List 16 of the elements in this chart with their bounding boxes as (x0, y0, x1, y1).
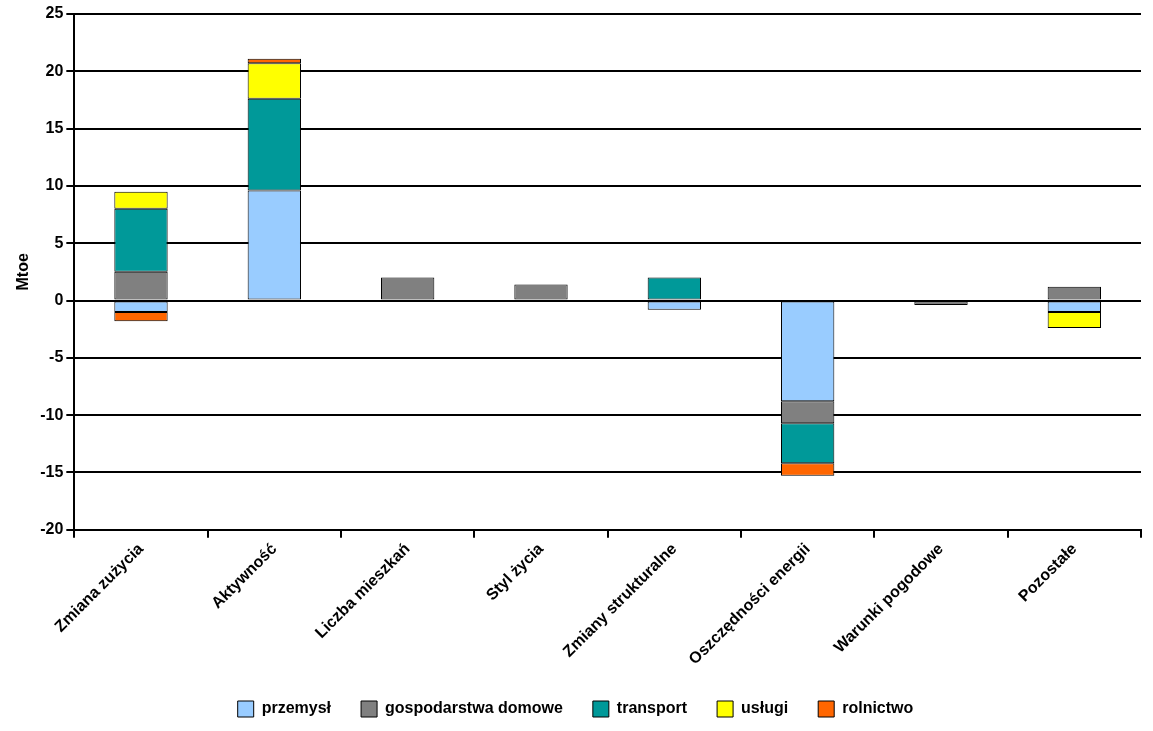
legend-label: rolnictwo (842, 699, 914, 717)
y-tick-label: -5 (49, 348, 64, 366)
y-tick-label: -20 (40, 520, 64, 538)
y-tick-label: 10 (45, 176, 64, 194)
y-tick-label: 15 (45, 119, 64, 137)
legend-label: przemysł (261, 699, 332, 717)
legend-label: gospodarstwa domowe (385, 699, 563, 717)
y-axis-title: Mtoe (14, 253, 32, 291)
legend-label: transport (616, 699, 688, 717)
y-tick-label: 25 (45, 4, 64, 22)
legend-label: usługi (741, 699, 789, 717)
y-tick-label: 20 (45, 61, 64, 79)
y-tick-label: 5 (54, 233, 64, 251)
y-tick-label: -15 (40, 462, 64, 480)
y-tick-label: -10 (40, 405, 64, 423)
y-tick-label: 0 (54, 290, 64, 308)
